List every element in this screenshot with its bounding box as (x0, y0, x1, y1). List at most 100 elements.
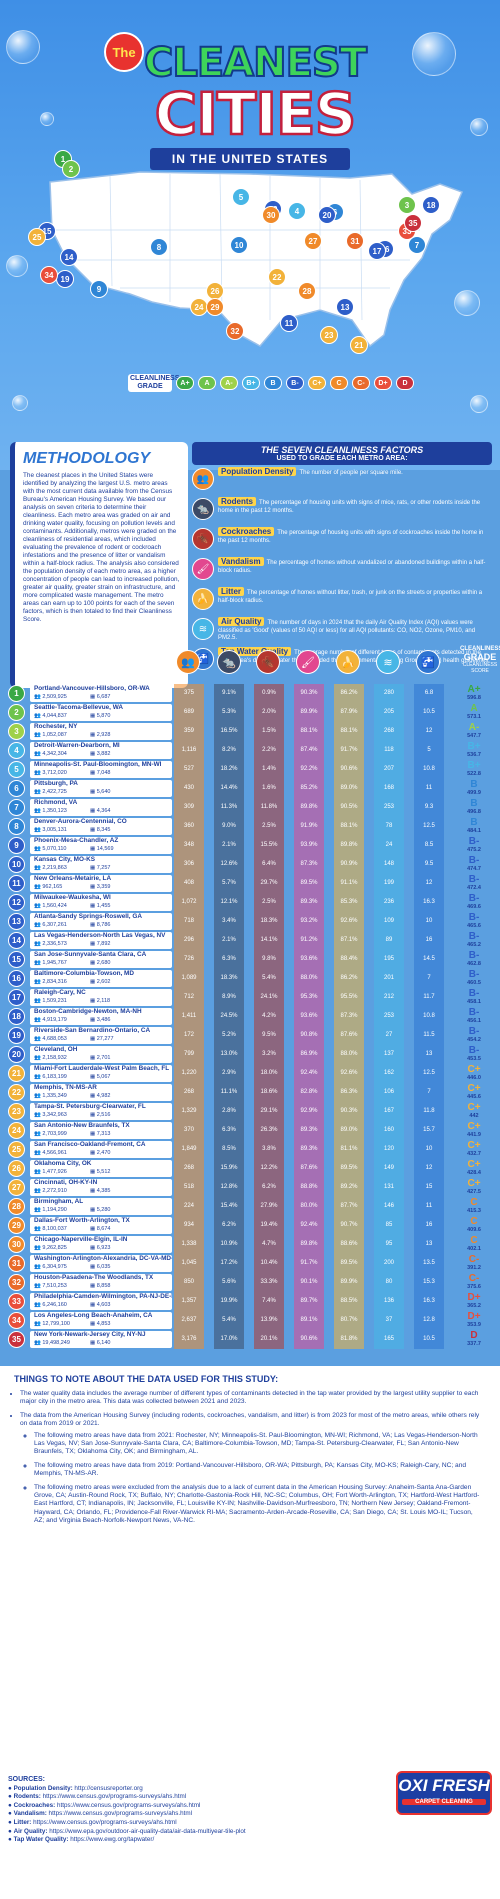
bubble-decoration (6, 30, 40, 64)
table-row: 2 Seattle-Tacoma-Bellevue, WA 👥 4,044,837 ▦… (8, 703, 492, 722)
grade-cell: B- 475.2 (457, 837, 491, 854)
metro-stats: 👥 2,336,573 ▦ 7,892 (34, 940, 172, 948)
grade-cell: A- 547.7 (457, 723, 491, 740)
rank-badge: 17 (8, 989, 25, 1006)
metric-cell-rat: 2.1% (214, 931, 244, 950)
metric-cell-banana-peel: 88.4% (334, 950, 364, 969)
population-value: 👥 1,945,767 (34, 960, 67, 966)
metro-name: Oklahoma City, OK (34, 1160, 92, 1167)
metric-cell-wind: 24 (374, 836, 404, 855)
grade-letter: C- (468, 1273, 480, 1284)
metric-cell-spray: 88.0% (294, 969, 324, 988)
population-value: 👥 9,262,825 (34, 1245, 67, 1251)
metric-cell-people: 1,411 (174, 1007, 204, 1026)
factor-name: Tap Water Quality (218, 647, 292, 656)
bubble-decoration (12, 395, 28, 411)
metric-cell-faucet: 12.5 (414, 817, 444, 836)
grade-cell: D+ 353.9 (457, 1312, 491, 1329)
grade-letter: C- (468, 1254, 480, 1265)
area-value: ▦ 3,359 (90, 884, 111, 890)
grade-cell: C+ 432.7 (457, 1141, 491, 1158)
grade-letter: C (470, 1197, 478, 1208)
grade-legend-label: CLEANLINESS GRADE (128, 374, 180, 392)
methodology-box: METHODOLOGY The cleanest places in the U… (10, 442, 188, 688)
metric-cell-wind: 212 (374, 988, 404, 1007)
source-item: ● Air Quality: https://www.epa.gov/outdo… (8, 1827, 246, 1835)
city-cell: Cleveland, OH 👥 2,158,932 ▦ 2,701 (30, 1046, 172, 1063)
source-url: https://www.census.gov/programs-surveys/… (31, 1818, 177, 1826)
metric-cell-wind: 85 (374, 1216, 404, 1235)
area-value: ▦ 8,674 (90, 1226, 111, 1232)
source-item: ● Cockroaches: https://www.census.gov/pr… (8, 1801, 201, 1809)
metric-cell-banana-peel: 90.6% (334, 760, 364, 779)
metric-cell-rat: 17.2% (214, 1254, 244, 1273)
metric-cell-people: 3,176 (174, 1330, 204, 1349)
cockroach-icon: 🪳 (192, 528, 214, 550)
table-row: 17 Raleigh-Cary, NC 👥 1,509,231 ▦ 2,118 712 8… (8, 988, 492, 1007)
grade-cell: B+ 522.8 (457, 761, 491, 778)
metric-cell-cockroach: 18.0% (254, 1064, 284, 1083)
population-value: 👥 2,422,725 (34, 789, 67, 795)
rank-badge: 34 (8, 1312, 25, 1329)
grade-letter: B (470, 817, 478, 828)
metro-stats: 👥 3,712,020 ▦ 7,048 (34, 769, 172, 777)
metric-cell-banana-peel: 81.8% (334, 1330, 364, 1349)
metric-cell-cockroach: 5.4% (254, 969, 284, 988)
factor-name: Population Density (218, 467, 297, 476)
metro-name: Washington-Arlington-Alexandria, DC-VA-M… (34, 1255, 172, 1262)
table-row: 8 Denver-Aurora-Centennial, CO 👥 3,005,131… (8, 817, 492, 836)
metric-cell-people: 1,089 (174, 969, 204, 988)
score-value: 573.1 (467, 714, 481, 720)
table-row: 23 Tampa-St. Petersburg-Clearwater, FL 👥 3… (8, 1102, 492, 1121)
metric-cell-banana-peel: 87.1% (334, 931, 364, 950)
table-row: 10 Kansas City, MO-KS 👥 2,219,863 ▦ 7,257 30… (8, 855, 492, 874)
metro-stats: 👥 4,919,179 ▦ 3,486 (34, 1016, 172, 1024)
population-value: 👥 4,919,179 (34, 1017, 67, 1023)
city-cell: Minneapolis-St. Paul-Bloomington, MN-WI 👥… (30, 761, 172, 778)
map-pin-27: 27 (304, 232, 322, 250)
city-cell: Rochester, NY 👥 1,052,087 ▦ 2,928 (30, 723, 172, 740)
metric-cell-banana-peel: 81.1% (334, 1140, 364, 1159)
people-icon (44, 662, 52, 668)
metric-cell-cockroach: 2.5% (254, 817, 284, 836)
metric-cell-banana-peel: 87.3% (334, 1007, 364, 1026)
metric-cell-banana-peel: 87.7% (334, 1197, 364, 1216)
metric-cell-spray: 89.5% (294, 874, 324, 893)
grade-chip-C: C (330, 376, 348, 390)
metric-cell-spray: 88.1% (294, 722, 324, 741)
score-value: 415.3 (467, 1208, 481, 1214)
column-header-banana-peel-icon: 🍌 (336, 650, 360, 674)
grade-cell: B- 458.1 (457, 989, 491, 1006)
column-header-people-icon: 👥 (176, 650, 200, 674)
source-key: Air Quality: (13, 1827, 48, 1835)
grade-letter: A (470, 703, 478, 714)
metric-cell-spray: 91.2% (294, 931, 324, 950)
metric-cell-spray: 90.1% (294, 1273, 324, 1292)
metric-cell-spray: 89.9% (294, 703, 324, 722)
metric-cell-spray: 86.9% (294, 1045, 324, 1064)
legend-population-label: Population (54, 662, 83, 669)
population-value: 👥 2,219,863 (34, 865, 67, 871)
grade-letter: B- (468, 836, 480, 847)
metric-cell-banana-peel: 92.6% (334, 912, 364, 931)
grade-cell: A 573.1 (457, 704, 491, 721)
population-value: 👥 1,335,349 (34, 1093, 67, 1099)
grade-cell: B- 456.1 (457, 1008, 491, 1025)
factor-name: Air Quality (218, 617, 265, 626)
metric-cell-people: 2,637 (174, 1311, 204, 1330)
area-value: ▦ 8,345 (90, 827, 111, 833)
metro-stats: 👥 4,566,961 ▦ 2,470 (34, 1149, 172, 1157)
score-value: 441.9 (467, 1132, 481, 1138)
city-cell: Dallas-Fort Worth-Arlington, TX 👥 8,100,0… (30, 1217, 172, 1234)
metric-cell-cockroach: 7.4% (254, 1292, 284, 1311)
metric-cell-spray: 89.1% (294, 1311, 324, 1330)
factors-panel: THE SEVEN CLEANLINESS FACTORS USED TO GR… (192, 442, 492, 688)
metric-cell-people: 172 (174, 1026, 204, 1045)
metric-cell-faucet: 10 (414, 1140, 444, 1159)
metric-cell-wind: 109 (374, 912, 404, 931)
grade-chip-D: D (396, 376, 414, 390)
grade-letter: B- (468, 855, 480, 866)
grade-letter: B- (468, 931, 480, 942)
metric-cell-cockroach: 14.1% (254, 931, 284, 950)
metric-cell-faucet: 7 (414, 1083, 444, 1102)
